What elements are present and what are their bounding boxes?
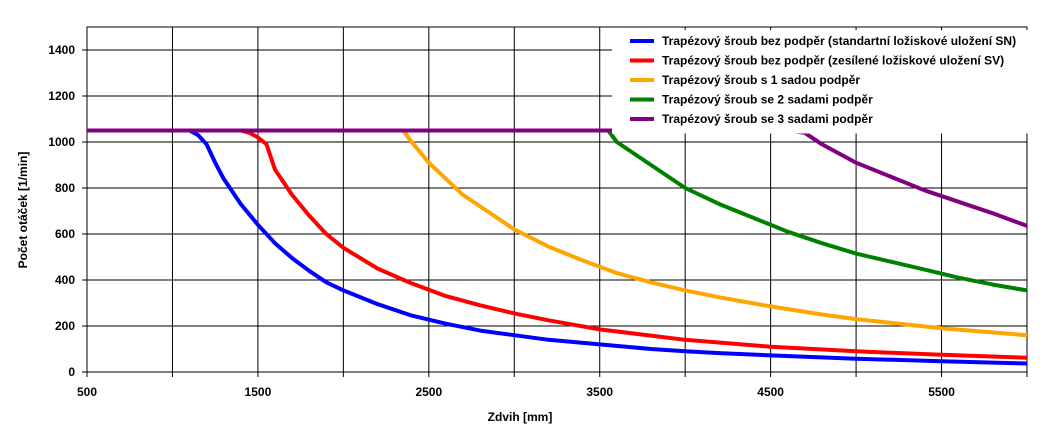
legend-entry: Trapézový šroub se 3 sadami podpěr (662, 112, 873, 126)
x-tick-label: 4500 (757, 385, 784, 399)
legend-box (612, 30, 1032, 134)
y-tick-label: 600 (55, 227, 75, 241)
y-tick-label: 1000 (48, 135, 75, 149)
legend-entry: Trapézový šroub s 1 sadou podpěr (662, 73, 860, 87)
legend-entry: Trapézový šroub se 2 sadami podpěr (662, 93, 873, 107)
y-tick-label: 400 (55, 273, 75, 287)
y-tick-label: 800 (55, 181, 75, 195)
x-tick-label: 5500 (928, 385, 955, 399)
legend-entry: Trapézový šroub bez podpěr (standartní l… (662, 34, 1016, 48)
series-line-4 (87, 128, 1028, 293)
y-tick-label: 1400 (48, 43, 75, 57)
series-line-3 (87, 128, 1028, 338)
y-axis-title: Počet otáček [1/min] (16, 152, 30, 269)
y-tick-label: 0 (68, 365, 75, 379)
legend: Trapézový šroub bez podpěr (standartní l… (612, 30, 1032, 134)
x-tick-label: 2500 (415, 385, 442, 399)
x-tick-label: 3500 (586, 385, 613, 399)
x-tick-label: 500 (77, 385, 97, 399)
x-tick-label: 1500 (245, 385, 272, 399)
series-line-1 (87, 128, 1028, 366)
y-tick-label: 1200 (48, 89, 75, 103)
x-axis-title: Zdvih [mm] (488, 410, 553, 424)
series-line-2 (87, 128, 1028, 360)
legend-entry: Trapézový šroub bez podpěr (zesílené lož… (662, 54, 1004, 68)
y-tick-label: 200 (55, 319, 75, 333)
plot-area (86, 26, 1028, 373)
